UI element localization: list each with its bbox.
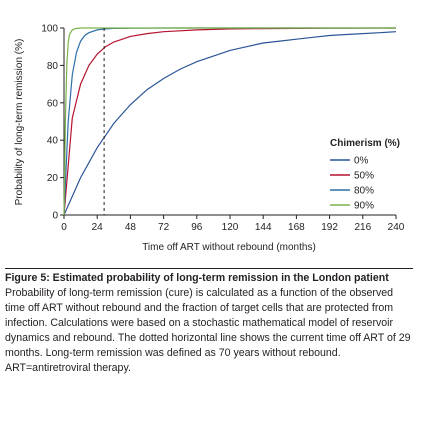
caption-title: Figure 5: Estimated probability of long-…	[5, 272, 389, 284]
y-tick-label: 80	[47, 61, 59, 72]
legend-label: 0%	[354, 156, 369, 167]
caption-body: Probability of long-term remission (cure…	[5, 287, 411, 374]
x-tick-label: 216	[354, 222, 371, 233]
y-ticks: 0 20 40 60 80 100	[41, 24, 64, 222]
legend: Chimerism (%) 0% 50% 80% 90%	[330, 138, 400, 212]
x-tick-label: 72	[158, 222, 170, 233]
series-line-4	[63, 27, 396, 216]
x-tick-label: 192	[321, 222, 338, 233]
x-tick-label: 144	[255, 222, 272, 233]
x-axis-label: Time off ART without rebound (months)	[142, 242, 316, 253]
x-tick-label: 24	[92, 222, 104, 233]
x-tick-label: 48	[125, 222, 137, 233]
caption-rule	[5, 268, 413, 269]
series-lines	[63, 27, 397, 216]
legend-label: 80%	[354, 186, 374, 197]
series-line-2	[63, 27, 397, 216]
y-tick-label: 0	[52, 211, 58, 222]
series-line-1	[63, 31, 397, 216]
x-tick-label: 240	[388, 222, 405, 233]
y-tick-label: 60	[47, 98, 59, 109]
remission-chart: Probability of long-term remission (%) T…	[14, 24, 405, 254]
x-ticks: 0 24 48 72 96 120 144 168 192 216 240	[61, 215, 405, 233]
x-tick-label: 120	[222, 222, 239, 233]
figure-caption: Figure 5: Estimated probability of long-…	[5, 271, 415, 376]
y-tick-label: 100	[41, 24, 58, 35]
legend-title: Chimerism (%)	[330, 138, 400, 149]
legend-label: 50%	[354, 171, 374, 182]
y-axis-label: Probability of long-term remission (%)	[14, 39, 25, 206]
x-tick-label: 0	[61, 222, 67, 233]
x-tick-label: 168	[288, 222, 305, 233]
legend-label: 90%	[354, 201, 374, 212]
y-tick-label: 20	[47, 173, 59, 184]
series-line-3	[63, 27, 396, 216]
figure-panel: Probability of long-term remission (%) T…	[14, 24, 405, 254]
x-tick-label: 96	[191, 222, 203, 233]
y-tick-label: 40	[47, 136, 59, 147]
